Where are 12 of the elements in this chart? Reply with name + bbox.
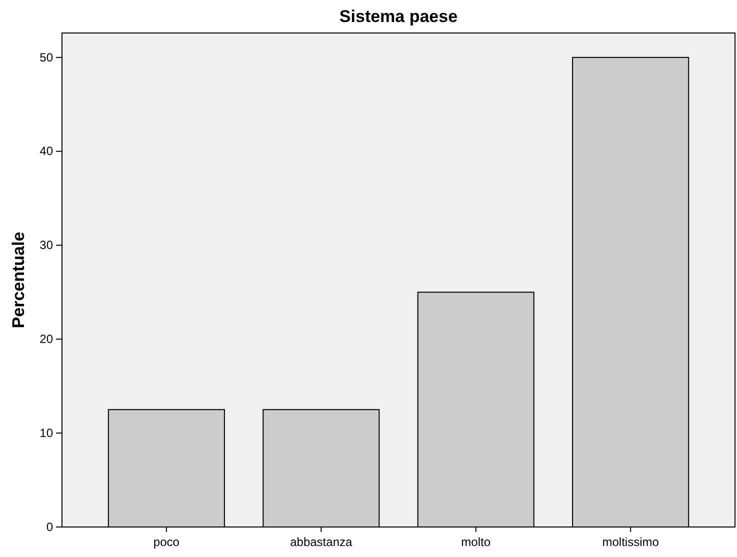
- x-tick-label: abbastanza: [290, 534, 352, 549]
- y-tick-label: 30: [40, 238, 54, 252]
- chart-title: Sistema paese: [339, 7, 458, 26]
- y-tick-label: 40: [40, 144, 54, 158]
- y-tick-label: 10: [40, 426, 54, 440]
- x-tick-label: moltissimo: [602, 534, 660, 549]
- x-tick-label: molto: [461, 534, 491, 549]
- x-tick-label: poco: [153, 534, 180, 549]
- y-tick-label: 0: [46, 520, 54, 534]
- y-tick-label: 20: [40, 332, 54, 346]
- y-tick-label: 50: [40, 50, 54, 64]
- y-axis-title: Percentuale: [9, 232, 28, 328]
